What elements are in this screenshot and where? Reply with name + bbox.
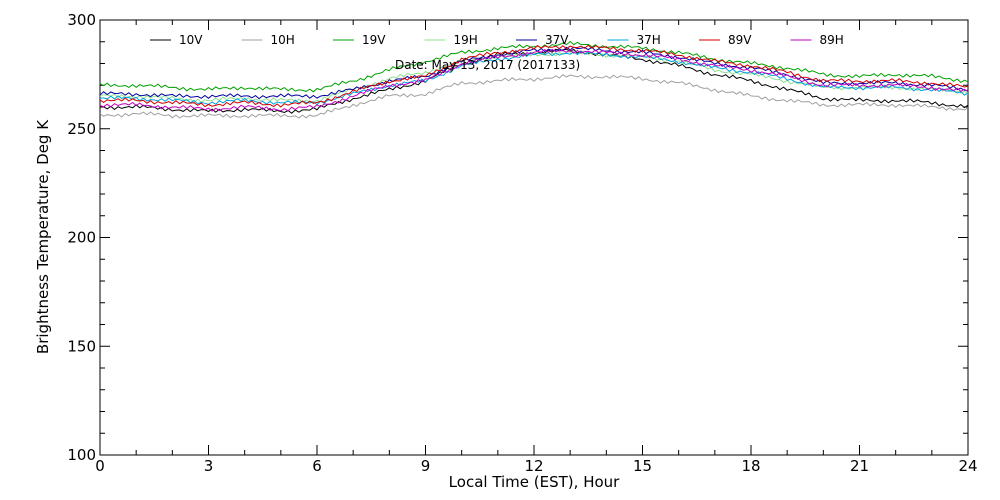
x-tick-label: 6	[312, 457, 322, 475]
y-tick-label: 250	[67, 120, 96, 138]
plot-frame	[99, 19, 969, 456]
series-line-37h	[99, 50, 969, 106]
x-tick-label: 15	[633, 457, 652, 475]
y-tick-label: 100	[67, 446, 96, 464]
x-tick-label: 9	[421, 457, 431, 475]
series-line-10h	[99, 73, 969, 119]
x-tick-label: 21	[850, 457, 869, 475]
x-tick-label: 18	[741, 457, 760, 475]
x-tick-label: 0	[95, 457, 105, 475]
x-tick-label: 24	[958, 457, 977, 475]
y-axis-label: Brightness Temperature, Deg K	[34, 119, 52, 354]
x-axis-label: Local Time (EST), Hour	[449, 473, 620, 491]
y-tick-label: 200	[67, 229, 96, 247]
legend-label-19h: 19H	[454, 33, 478, 47]
y-tick-label: 150	[67, 337, 96, 355]
series-line-10v	[99, 48, 969, 114]
ticks-layer: 0 3 6 9 12 15 18 21 24 100 150 200 250 300	[67, 11, 977, 475]
legend-label-19v: 19V	[362, 33, 386, 47]
series-layer	[99, 40, 969, 119]
x-tick-label: 3	[204, 457, 214, 475]
legend: 10V 10H 19V 19H 37V 37H 89V 89H	[150, 33, 844, 47]
legend-label-10v: 10V	[179, 33, 203, 47]
series-line-89h	[99, 48, 969, 112]
date-annotation: Date: May 13, 2017 (2017133)	[395, 58, 580, 72]
series-line-19v	[99, 40, 969, 93]
legend-label-37h: 37H	[637, 33, 661, 47]
series-line-89v	[99, 44, 969, 108]
legend-label-89v: 89V	[728, 33, 752, 47]
legend-label-89h: 89H	[820, 33, 844, 47]
legend-label-10h: 10H	[271, 33, 295, 47]
legend-label-37v: 37V	[545, 33, 569, 47]
x-tick-label: 12	[524, 457, 543, 475]
y-tick-label: 300	[67, 11, 96, 29]
